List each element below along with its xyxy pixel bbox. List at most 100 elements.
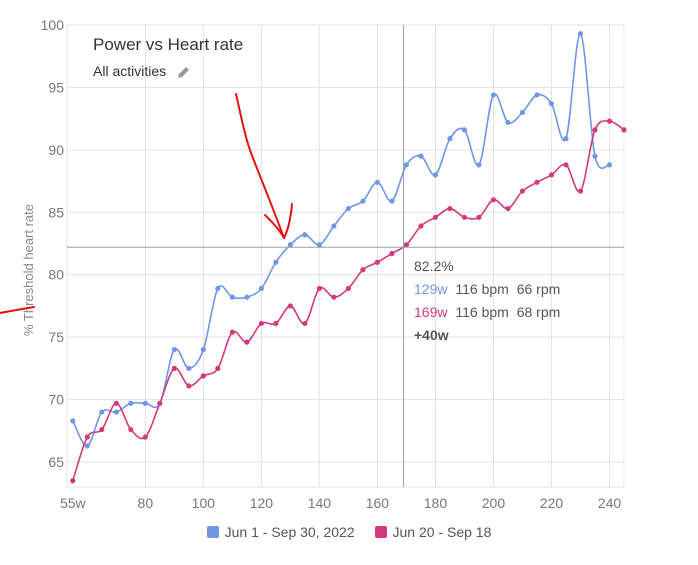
axes: 65 70 75 80 85 90 95 100 55w 80 100 120 140 160 180 200… bbox=[41, 17, 622, 511]
series-2-point bbox=[374, 259, 381, 265]
series-2-point bbox=[592, 127, 598, 133]
series-2-point bbox=[258, 320, 264, 327]
red-arrow-annotation bbox=[0, 93, 293, 314]
series-2-point bbox=[287, 303, 293, 309]
series-2-point bbox=[447, 205, 453, 212]
series-1-line bbox=[72, 32, 610, 447]
x-tick-label: 120 bbox=[250, 495, 274, 511]
x-tick-label: 200 bbox=[482, 495, 506, 511]
grid bbox=[66, 24, 625, 488]
series-1 bbox=[70, 31, 613, 449]
series-1-point bbox=[432, 172, 439, 178]
tooltip-delta: +40w bbox=[414, 327, 449, 343]
arrow-head-left bbox=[264, 214, 285, 239]
series-2-point bbox=[505, 205, 511, 212]
series-2-point bbox=[577, 188, 584, 194]
series-2-point bbox=[432, 214, 439, 220]
series-2-point bbox=[418, 223, 424, 229]
series-1-point bbox=[374, 179, 381, 185]
series-2-point bbox=[476, 214, 482, 220]
series-2-point bbox=[316, 285, 322, 292]
x-tick-label: 220 bbox=[540, 495, 564, 511]
series-1-point bbox=[316, 242, 322, 248]
legend-item-series-2[interactable]: Jun 20 - Sep 18 bbox=[374, 524, 492, 540]
series-2-point bbox=[70, 478, 76, 484]
series-2-point bbox=[142, 434, 148, 440]
series-2-point bbox=[171, 365, 177, 371]
series-2-point bbox=[403, 242, 410, 248]
series-1-point bbox=[229, 294, 235, 300]
x-tick-label: 100 bbox=[192, 495, 216, 511]
series-2-point bbox=[563, 162, 569, 168]
series-1-point bbox=[505, 119, 511, 125]
series-1-point bbox=[490, 92, 497, 98]
series-2-point bbox=[99, 426, 105, 433]
crosshair bbox=[67, 25, 624, 487]
series-1-point bbox=[519, 109, 526, 116]
series-2-point bbox=[519, 188, 526, 194]
series-1-point bbox=[331, 223, 337, 229]
series-2-point bbox=[345, 285, 352, 292]
tooltip-value: 82.2% bbox=[414, 258, 454, 274]
tooltip-row-2: 169w 116 bpm 68 rpm bbox=[414, 304, 560, 320]
series-1-point bbox=[389, 198, 395, 204]
series-2-point bbox=[200, 373, 206, 379]
y-tick-label: 100 bbox=[41, 17, 65, 33]
y-tick-label: 70 bbox=[48, 392, 64, 408]
series-2-point bbox=[606, 118, 613, 124]
series-2-point bbox=[113, 400, 119, 406]
series-1-point bbox=[84, 443, 90, 449]
series-2-point bbox=[84, 434, 90, 440]
series-1-point bbox=[244, 294, 250, 300]
legend: Jun 1 - Sep 30, 2022 Jun 20 - Sep 18 bbox=[0, 524, 698, 541]
tooltip-row-1: 129w 116 bpm 66 rpm bbox=[414, 281, 560, 297]
arrow-shaft bbox=[235, 93, 285, 239]
series-2-point bbox=[186, 383, 192, 389]
series-2-point bbox=[461, 214, 468, 220]
legend-label-series-2: Jun 20 - Sep 18 bbox=[392, 524, 492, 540]
series-1-point bbox=[215, 285, 221, 292]
y-tick-label: 80 bbox=[48, 267, 64, 283]
series-2 bbox=[70, 118, 627, 484]
series-2-point bbox=[548, 172, 555, 178]
series-1-point bbox=[447, 136, 453, 142]
x-tick-label: 140 bbox=[308, 495, 332, 511]
legend-swatch-series-1 bbox=[206, 526, 219, 538]
y-tick-label: 65 bbox=[48, 454, 64, 470]
series-2-point bbox=[621, 127, 627, 133]
series-1-point bbox=[345, 205, 352, 212]
tooltip-row-2-watts: 169w bbox=[414, 304, 448, 320]
tooltip-row-1-watts: 129w bbox=[414, 281, 448, 297]
y-axis-title: % Threshold heart rate bbox=[21, 204, 36, 336]
arrow-head-right bbox=[283, 203, 293, 239]
series-1-point bbox=[287, 242, 293, 248]
series-2-point bbox=[215, 365, 221, 371]
chart-subtitle: All activities bbox=[93, 63, 166, 79]
series-2-point bbox=[360, 267, 366, 273]
legend-item-series-1[interactable]: Jun 1 - Sep 30, 2022 bbox=[206, 524, 355, 540]
series-1-point bbox=[258, 285, 264, 292]
left-mark bbox=[0, 306, 35, 314]
pencil-icon[interactable] bbox=[178, 67, 189, 78]
series-1-point bbox=[563, 136, 569, 142]
x-tick-label: 240 bbox=[598, 495, 622, 511]
tooltip-row-1-bpm: 116 bpm bbox=[455, 281, 508, 297]
x-tick-label: 180 bbox=[424, 495, 448, 511]
series-1-point bbox=[360, 198, 366, 204]
series-2-point bbox=[490, 197, 497, 203]
tooltip-row-1-rpm: 66 rpm bbox=[517, 281, 561, 297]
tooltip-row-2-rpm: 68 rpm bbox=[517, 304, 561, 320]
series-1-point bbox=[142, 400, 148, 406]
tooltip-row-2-bpm: 116 bpm bbox=[455, 304, 508, 320]
chart-header: Power vs Heart rate All activities bbox=[93, 35, 243, 79]
x-tick-label: 55w bbox=[60, 495, 87, 511]
series-1-point bbox=[128, 400, 134, 406]
legend-swatch-series-2 bbox=[374, 526, 387, 538]
series-1-point bbox=[186, 365, 192, 371]
series-2-point bbox=[229, 329, 235, 335]
series-2-point bbox=[389, 250, 395, 257]
series-1-point bbox=[606, 162, 613, 168]
series-1-point bbox=[476, 162, 482, 168]
series-1-point bbox=[548, 101, 555, 107]
series-1-point bbox=[461, 127, 468, 133]
